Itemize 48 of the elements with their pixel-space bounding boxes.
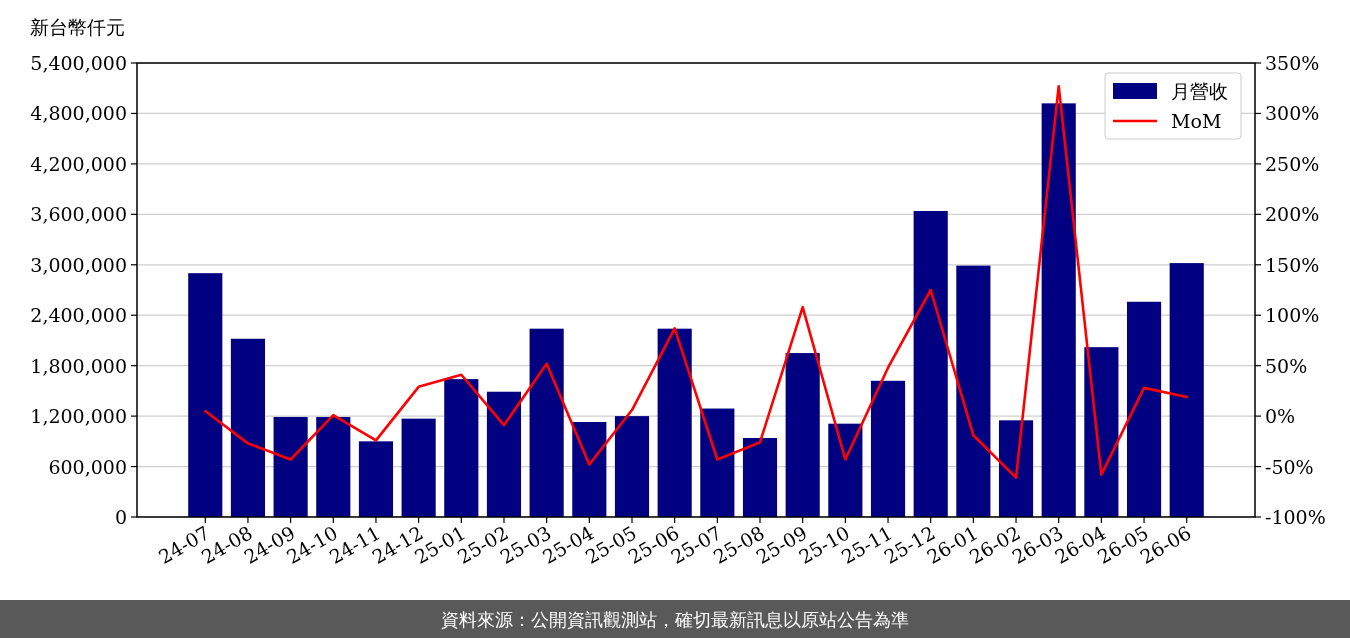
y2-tick-label: 350%	[1265, 52, 1320, 74]
y-tick-label: 5,400,000	[30, 52, 127, 74]
y-tick-label: 3,600,000	[30, 203, 127, 226]
y-tick-label: 2,400,000	[30, 304, 127, 327]
y-axis-title: 新台幣仟元	[30, 16, 125, 38]
y2-tick-label: 250%	[1265, 152, 1320, 175]
y-tick-label: 4,200,000	[30, 152, 127, 175]
source-note: 資料來源：公開資訊觀測站，確切最新訊息以原站公告為準	[441, 609, 909, 630]
bar	[614, 416, 650, 517]
bar	[529, 328, 564, 517]
bar	[188, 273, 223, 517]
bar	[316, 416, 351, 517]
bar	[572, 422, 607, 517]
y-tick-label: 1,800,000	[30, 354, 127, 377]
bar	[401, 418, 436, 517]
bar	[742, 437, 778, 517]
y2-tick-label: 0%	[1265, 405, 1296, 428]
y-tick-label: 600,000	[48, 455, 127, 478]
bar	[486, 391, 522, 517]
y-tick-label: 4,800,000	[30, 102, 127, 125]
y2-tick-label: 50%	[1265, 354, 1308, 377]
y2-tick-label: 100%	[1265, 304, 1320, 327]
bar	[956, 265, 991, 517]
bar	[828, 423, 863, 517]
y2-tick-label: 200%	[1265, 203, 1320, 226]
bar	[998, 420, 1034, 517]
bar	[785, 353, 820, 517]
y-tick-label: 1,200,000	[30, 405, 127, 428]
y2-tick-label: 300%	[1265, 102, 1320, 125]
bar	[1041, 103, 1076, 517]
bar	[913, 210, 948, 517]
y2-tick-label: 150%	[1265, 253, 1320, 276]
bar	[700, 408, 735, 517]
legend-label: 月營收	[1171, 80, 1228, 102]
bar	[358, 441, 394, 517]
bar	[870, 380, 906, 517]
bar	[444, 379, 479, 517]
legend-label: MoM	[1171, 110, 1222, 132]
bar	[657, 328, 692, 517]
bar	[1084, 347, 1119, 517]
y2-tick-label: -50%	[1265, 455, 1314, 478]
bar	[230, 338, 266, 517]
bar	[1126, 301, 1162, 517]
bar	[273, 416, 308, 517]
y-tick-label: 0	[114, 506, 127, 528]
bar	[1169, 263, 1204, 517]
y2-tick-label: -100%	[1265, 506, 1326, 528]
y-tick-label: 3,000,000	[30, 253, 127, 276]
